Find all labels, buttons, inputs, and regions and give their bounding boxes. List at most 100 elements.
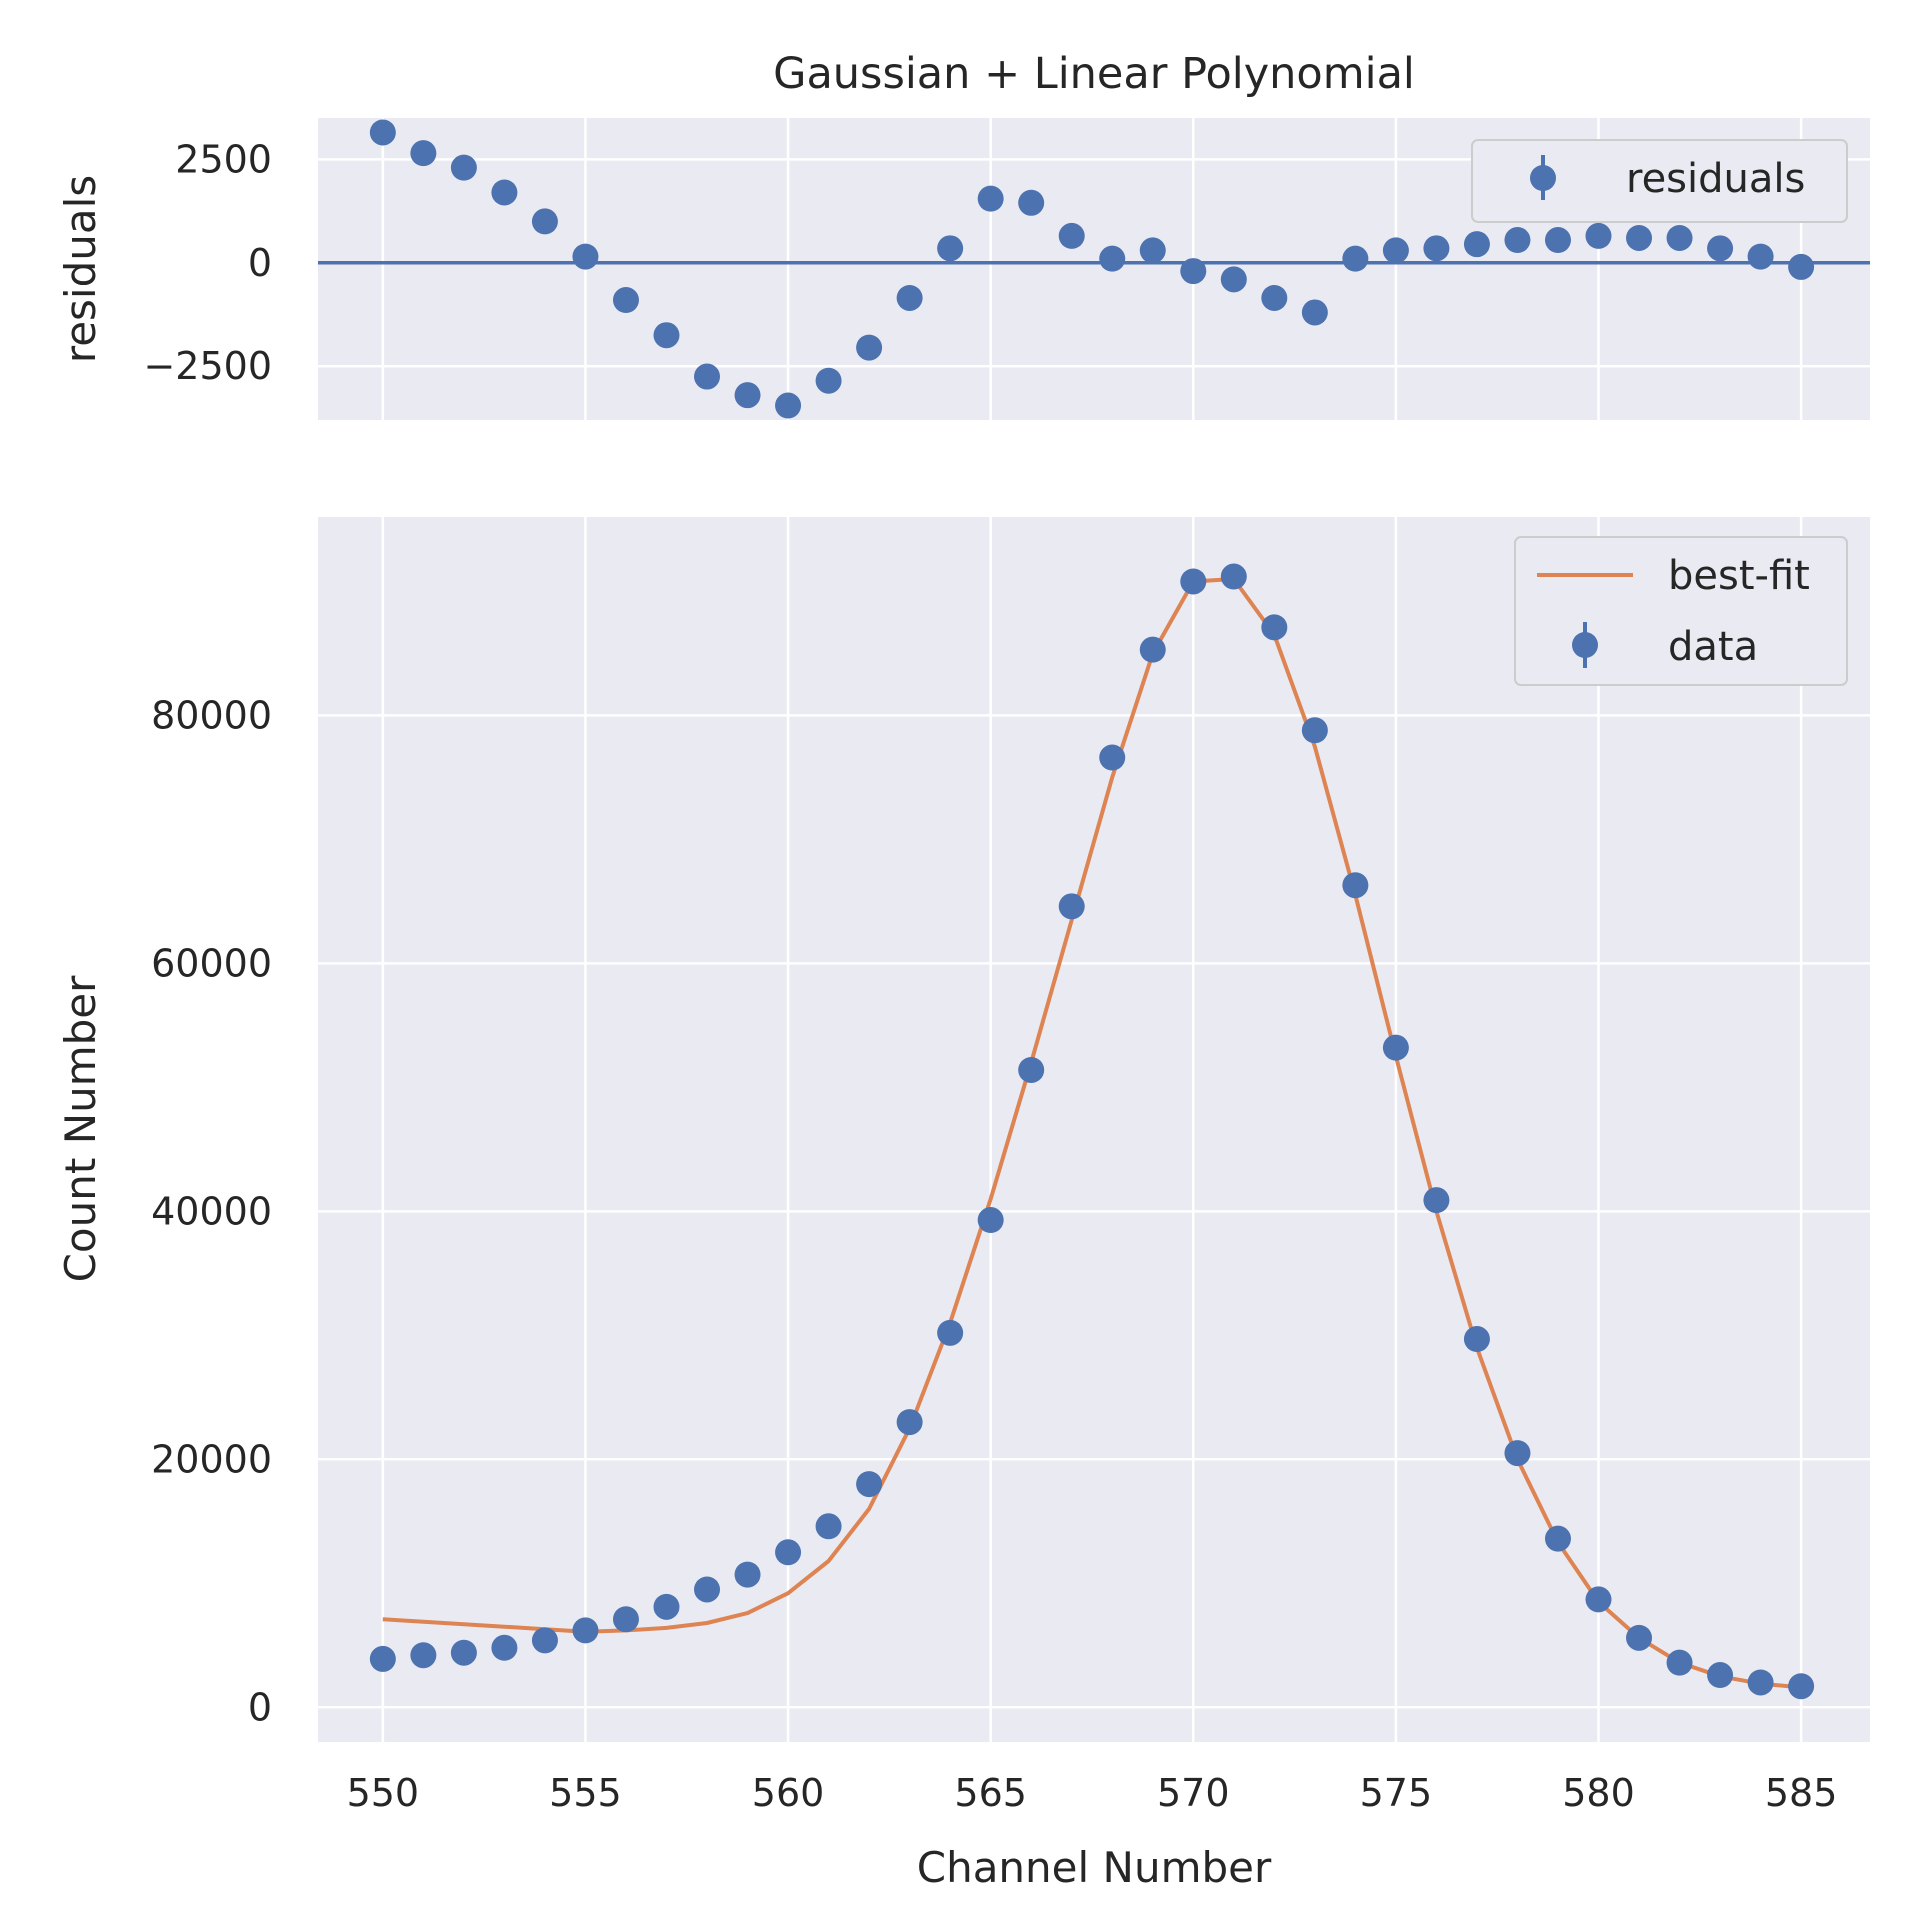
residual-point [1707, 235, 1734, 262]
data-legend-label: data [1668, 624, 1758, 670]
main-x-ticks: 550 555 560 565 570 575 580 585 [347, 1771, 1838, 1815]
data-point [1180, 568, 1207, 595]
main-y-tick-label: 20000 [151, 1437, 272, 1481]
residual-point [612, 287, 639, 314]
main-y-tick-label: 60000 [151, 941, 272, 985]
residual-point [977, 185, 1004, 212]
main-y-tick-label: 80000 [151, 693, 272, 737]
data-point [450, 1639, 477, 1666]
residual-point [1626, 224, 1653, 251]
residuals-points [369, 119, 1815, 419]
data-point [896, 1409, 923, 1436]
data-point [1666, 1649, 1693, 1676]
data-point [1626, 1624, 1653, 1651]
data-point [1544, 1525, 1571, 1552]
data-point [1261, 614, 1288, 641]
data-point [775, 1539, 802, 1566]
residual-point [410, 140, 437, 167]
residual-point [1666, 224, 1693, 251]
data-legend-marker [1572, 622, 1598, 668]
residual-point [491, 179, 518, 206]
residuals-y-tick-label: 2500 [175, 137, 272, 181]
main-y-tick-label: 40000 [151, 1189, 272, 1233]
data-point [1747, 1669, 1774, 1696]
residuals-legend-label: residuals [1626, 156, 1805, 202]
data-point [1463, 1326, 1490, 1353]
data-point [612, 1606, 639, 1633]
residuals-legend-marker [1530, 155, 1556, 200]
x-tick-label: 570 [1157, 1771, 1230, 1815]
main-panel: 0 20000 40000 60000 80000 550 555 560 565 570 575… [56, 517, 1870, 1892]
y-axis-label: Count Number [56, 975, 105, 1283]
data-point [1342, 872, 1369, 899]
data-point [1382, 1034, 1409, 1061]
residual-point [653, 322, 680, 349]
residual-point [1544, 227, 1571, 254]
residual-point [815, 367, 842, 394]
residual-point [694, 363, 721, 390]
residual-point [1504, 227, 1531, 254]
data-point [1301, 717, 1328, 744]
chart-title: Gaussian + Linear Polynomial [773, 49, 1415, 99]
data-point [815, 1513, 842, 1540]
residual-point [937, 235, 964, 262]
data-point [1018, 1056, 1045, 1083]
residual-point [369, 119, 396, 146]
residual-point [1220, 266, 1247, 293]
residual-point [1139, 237, 1166, 264]
x-axis-label: Channel Number [917, 1843, 1272, 1892]
data-point [410, 1642, 437, 1669]
residual-point [1342, 245, 1369, 272]
residual-point [1018, 189, 1045, 216]
main-y-tick-label: 0 [248, 1685, 272, 1729]
main-axes-background [318, 517, 1870, 1742]
data-point [491, 1634, 518, 1661]
data-point [1099, 744, 1126, 771]
x-tick-label: 555 [549, 1771, 622, 1815]
data-point [653, 1593, 680, 1620]
x-tick-label: 550 [347, 1771, 420, 1815]
residual-point [572, 243, 599, 270]
residual-point [1463, 231, 1490, 258]
data-point [572, 1617, 599, 1644]
residuals-y-ticks: −2500 0 2500 [143, 137, 272, 388]
residual-point [775, 392, 802, 419]
main-grid [318, 517, 1870, 1742]
data-point [1707, 1662, 1734, 1689]
residual-point [896, 284, 923, 311]
x-tick-label: 580 [1562, 1771, 1635, 1815]
residuals-y-tick-label: −2500 [143, 344, 272, 388]
residual-point [450, 154, 477, 181]
data-point [856, 1471, 883, 1498]
residual-point [734, 382, 761, 409]
x-tick-label: 565 [954, 1771, 1027, 1815]
residuals-legend-box [1471, 139, 1848, 223]
data-point [531, 1627, 558, 1654]
residuals-legend-dot [1530, 165, 1556, 191]
residual-point [1099, 245, 1126, 272]
residual-point [1261, 284, 1288, 311]
data-point [1423, 1187, 1450, 1214]
x-tick-label: 560 [752, 1771, 825, 1815]
data-point [694, 1576, 721, 1603]
best-fit-line [382, 577, 1802, 1690]
residual-point [1058, 222, 1085, 249]
data-point [1220, 563, 1247, 590]
data-legend-dot [1572, 632, 1598, 658]
residuals-legend: residuals [1471, 139, 1848, 223]
residual-point [1180, 258, 1207, 285]
residual-point [1382, 237, 1409, 264]
data-point [1585, 1586, 1612, 1613]
x-tick-label: 585 [1765, 1771, 1838, 1815]
data-points [369, 563, 1815, 1700]
data-point [1139, 636, 1166, 663]
residual-point [1747, 243, 1774, 270]
residuals-y-tick-label: 0 [248, 241, 272, 285]
data-point [1788, 1673, 1815, 1700]
data-point [1504, 1440, 1531, 1467]
residual-point [1301, 299, 1328, 326]
residual-point [531, 208, 558, 235]
